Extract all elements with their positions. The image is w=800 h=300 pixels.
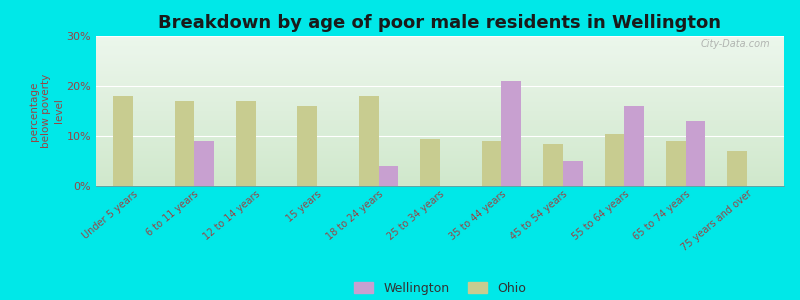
Bar [666,141,686,186]
Bar [624,106,644,186]
Bar [420,139,440,186]
Bar [686,121,706,186]
Bar [727,151,747,186]
Bar [563,161,582,186]
Title: Breakdown by age of poor male residents in Wellington: Breakdown by age of poor male residents … [158,14,722,32]
Bar [174,101,194,186]
Bar [114,96,133,186]
Bar [359,96,378,186]
Bar [378,166,398,186]
Bar [502,81,521,186]
Bar [194,141,214,186]
Text: City-Data.com: City-Data.com [701,39,770,49]
Bar [605,134,624,186]
Bar [482,141,502,186]
Bar [236,101,256,186]
Bar [298,106,317,186]
Legend: Wellington, Ohio: Wellington, Ohio [350,277,530,300]
Bar [543,143,563,186]
Y-axis label: percentage
below poverty
level: percentage below poverty level [29,74,64,148]
